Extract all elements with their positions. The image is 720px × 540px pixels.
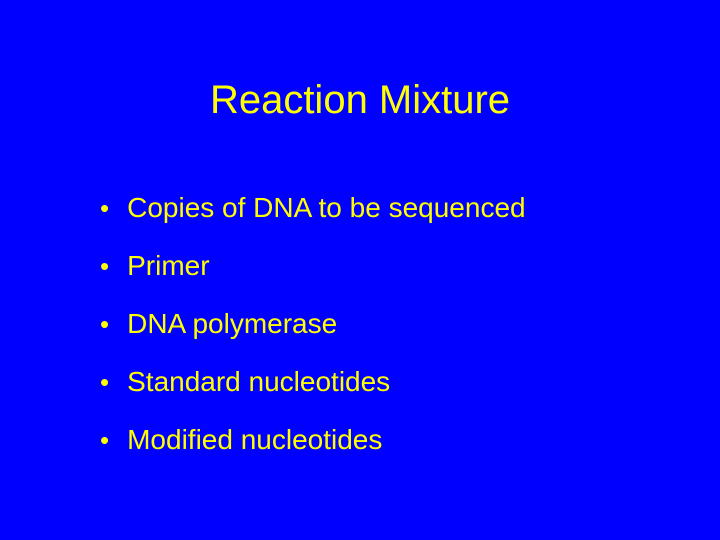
slide-title: Reaction Mixture: [0, 78, 720, 123]
bullet-icon: •: [100, 364, 109, 400]
bullet-text: Copies of DNA to be sequenced: [127, 190, 525, 226]
bullet-text: Standard nucleotides: [127, 364, 390, 400]
list-item: • Primer: [100, 248, 660, 284]
list-item: • Standard nucleotides: [100, 364, 660, 400]
list-item: • Copies of DNA to be sequenced: [100, 190, 660, 226]
bullet-icon: •: [100, 306, 109, 342]
list-item: • DNA polymerase: [100, 306, 660, 342]
bullet-icon: •: [100, 190, 109, 226]
bullet-icon: •: [100, 248, 109, 284]
bullet-icon: •: [100, 422, 109, 458]
bullet-list: • Copies of DNA to be sequenced • Primer…: [100, 190, 660, 480]
list-item: • Modified nucleotides: [100, 422, 660, 458]
bullet-text: Primer: [127, 248, 209, 284]
bullet-text: DNA polymerase: [127, 306, 337, 342]
slide: Reaction Mixture • Copies of DNA to be s…: [0, 0, 720, 540]
bullet-text: Modified nucleotides: [127, 422, 382, 458]
